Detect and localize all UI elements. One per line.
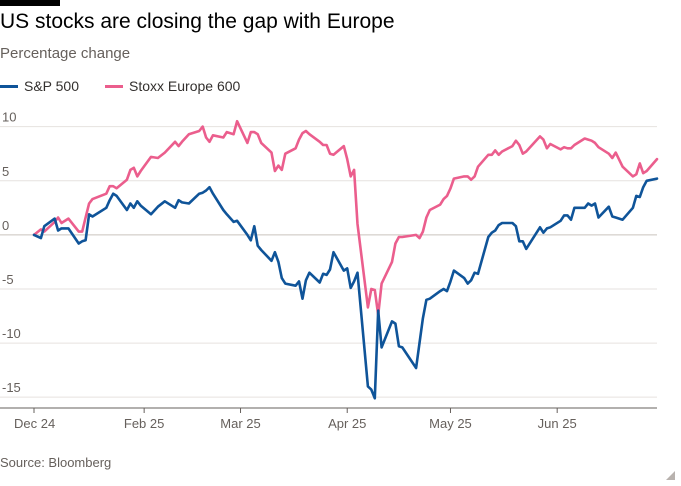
y-tick-label: -15 <box>2 380 21 395</box>
x-tick-label: Jun 25 <box>538 416 577 431</box>
y-tick-label: 5 <box>2 164 9 179</box>
resize-corner-icon <box>666 471 675 480</box>
source-note: Source: Bloomberg <box>0 455 112 470</box>
chart-legend: S&P 500 Stoxx Europe 600 <box>0 77 266 95</box>
y-tick-label: -10 <box>2 326 21 341</box>
legend-swatch-stoxx600 <box>105 84 124 88</box>
y-tick-label: -5 <box>2 272 14 287</box>
legend-swatch-sp500 <box>0 84 18 88</box>
chart-subtitle: Percentage change <box>0 45 131 62</box>
legend-item-stoxx600: Stoxx Europe 600 <box>105 78 240 94</box>
x-axis-ticks: Dec 24 Feb 25 Mar 25 Apr 25 May 25 Jun 25 <box>14 408 577 431</box>
chart-title: US stocks are closing the gap with Europ… <box>0 10 395 33</box>
series-line-stoxx-europe-600 <box>32 119 659 317</box>
legend-label-sp500: S&P 500 <box>24 78 80 94</box>
series-line-s-p-500 <box>32 177 659 400</box>
gridlines <box>0 126 657 409</box>
series-lines <box>32 119 659 400</box>
x-tick-label: Mar 25 <box>220 416 260 431</box>
x-tick-label: May 25 <box>429 416 472 431</box>
x-tick-label: Feb 25 <box>124 416 164 431</box>
y-axis-ticks: 10 5 0 -5 -10 -15 <box>2 110 21 396</box>
header-accent-bar <box>0 0 60 6</box>
legend-item-sp500: S&P 500 <box>0 78 79 94</box>
x-tick-label: Apr 25 <box>328 416 366 431</box>
legend-label-stoxx600: Stoxx Europe 600 <box>129 78 241 94</box>
y-tick-label: 0 <box>2 218 9 233</box>
y-tick-label: 10 <box>2 110 16 125</box>
x-tick-label: Dec 24 <box>14 416 55 431</box>
